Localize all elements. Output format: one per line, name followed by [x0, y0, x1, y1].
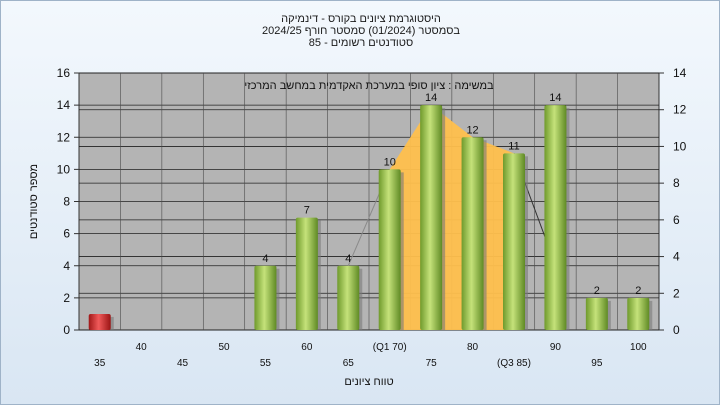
y-tick-label: 10 — [57, 162, 71, 176]
y-tick-label: 12 — [57, 130, 71, 144]
bar-80 — [461, 137, 484, 330]
bar-95 — [585, 297, 608, 330]
data-label: 12 — [466, 124, 478, 136]
x-tick-label: 95 — [591, 358, 603, 369]
x-tick-label: 80 — [467, 342, 479, 353]
y-axis-title: מספר סטודנטים — [28, 164, 40, 239]
y2-tick-label: 0 — [673, 323, 680, 337]
semester-line: בסמסטר (01/2024) סמסטר חורף 2024/25 — [261, 25, 461, 37]
y2-tick-label: 6 — [673, 213, 680, 227]
data-label: 14 — [425, 92, 437, 104]
data-label: 14 — [549, 92, 561, 104]
x-tick-label: 75 — [426, 358, 438, 369]
bar-60 — [295, 217, 318, 330]
data-label: 4 — [262, 253, 268, 265]
y-tick-label: 14 — [57, 98, 71, 112]
y-tick-label: 6 — [63, 227, 70, 241]
y2-tick-label: 12 — [673, 103, 687, 117]
y-tick-label: 4 — [63, 259, 70, 273]
chart-title: היסטוגרמת ציונים בקורס - דינמיקה — [281, 13, 441, 25]
bar-65 — [337, 265, 360, 330]
x-tick-label: 35 — [94, 358, 106, 369]
x-tick-label: 55 — [260, 358, 272, 369]
x-tick-label: 40 — [136, 342, 148, 353]
y-tick-label: 0 — [63, 323, 70, 337]
x-tick-label: 100 — [630, 342, 647, 353]
y-tick-label: 16 — [57, 66, 71, 80]
x-axis-title: טווח ציונים — [344, 376, 393, 388]
bar-90 — [544, 105, 567, 330]
bar-35 — [88, 313, 111, 330]
y-tick-label: 2 — [63, 291, 70, 305]
registered-students-line: סטודנטים רשומים - 85 — [308, 37, 414, 49]
x-tick-label: 65 — [343, 358, 355, 369]
data-label: 10 — [384, 156, 396, 168]
data-label: 7 — [304, 205, 310, 217]
bar-55 — [254, 265, 277, 330]
y2-tick-label: 2 — [673, 286, 680, 300]
bar-(Q3 85) — [503, 153, 525, 330]
x-tick-label: 50 — [218, 342, 230, 353]
bar-100 — [627, 297, 650, 330]
data-label: 2 — [594, 285, 600, 297]
y2-tick-label: 4 — [673, 250, 680, 264]
iqr-band — [379, 105, 524, 330]
data-label: 11 — [508, 140, 519, 152]
y2-tick-label: 10 — [673, 139, 687, 153]
y2-tick-label: 8 — [673, 176, 680, 190]
y-tick-label: 8 — [63, 195, 70, 209]
x-tick-label: (Q3 85) — [497, 358, 531, 369]
x-tick-label: (Q1 70) — [373, 342, 407, 353]
x-tick-label: 60 — [301, 342, 313, 353]
data-label: 2 — [635, 285, 641, 297]
plot-annotation: במשימה : ציון סופי במערכת האקדמית במחשב … — [244, 80, 494, 92]
y2-tick-label: 14 — [673, 66, 687, 80]
x-tick-label: 90 — [550, 342, 562, 353]
data-label: 4 — [345, 253, 351, 265]
x-tick-label: 45 — [177, 358, 189, 369]
bar-(Q1 70) — [378, 169, 401, 330]
bar-75 — [420, 105, 443, 330]
